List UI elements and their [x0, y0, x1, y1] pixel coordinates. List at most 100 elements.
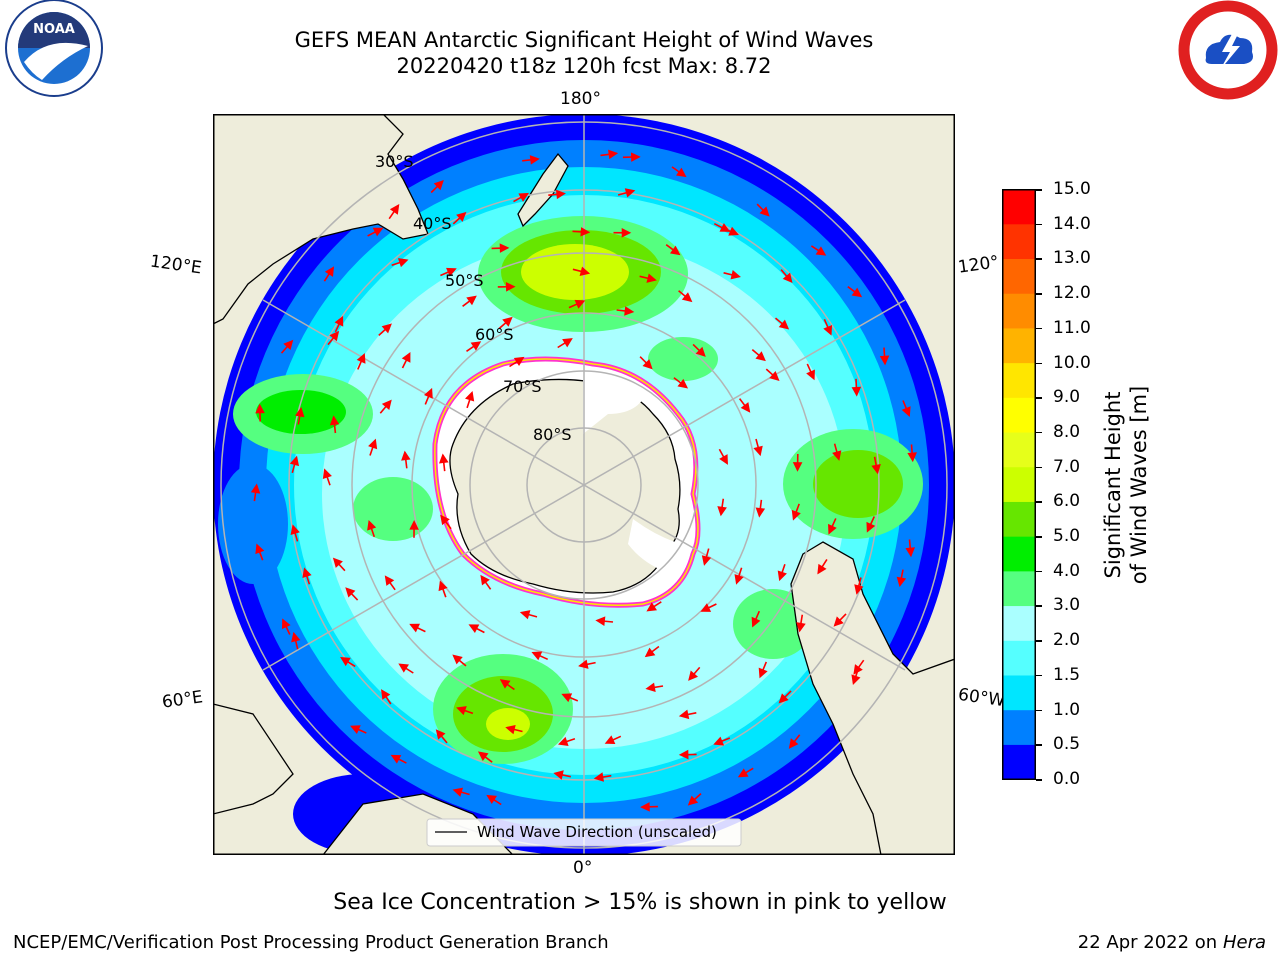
- wave-arrow-head: [499, 243, 510, 253]
- colorbar-tick: [1036, 293, 1042, 295]
- colorbar-band: [1003, 605, 1035, 641]
- wave-arrow-head: [734, 574, 744, 585]
- colorbar-band: [1003, 536, 1035, 572]
- wave-arrow-head: [791, 509, 801, 521]
- colorbar-tick: [1036, 709, 1042, 712]
- wave-arrow-head: [470, 341, 482, 351]
- wave-arrow-head: [555, 189, 566, 200]
- colorbar-tick: [1036, 327, 1042, 330]
- colorbar-tick-label: 14.0: [1053, 213, 1091, 234]
- colorbar-band: [1003, 709, 1035, 745]
- colorbar-tick-label: 2.0: [1053, 630, 1081, 651]
- colorbar-label: Significant Height of Wind Waves [m]: [1101, 385, 1151, 585]
- wave-arrow-head: [578, 659, 589, 669]
- colorbar-band: [1003, 744, 1035, 780]
- wave-arrow-head: [456, 211, 467, 222]
- wave-arrow-head: [368, 438, 378, 450]
- legend-text: Wind Wave Direction (unscaled): [477, 823, 717, 841]
- colorbar-tick: [1036, 258, 1042, 260]
- colorbar-tick: [1036, 362, 1042, 365]
- colorbar-tick: [1036, 640, 1042, 642]
- wave-arrow-head: [356, 353, 366, 364]
- wave-arrow-head: [480, 574, 490, 586]
- wave-arrow-head: [329, 415, 340, 426]
- colorbar-band: [1003, 258, 1035, 294]
- colorbar-tick-label: 1.5: [1053, 664, 1081, 685]
- wave-arrow-head: [755, 507, 766, 518]
- lat-label-30: 30°S: [375, 152, 414, 171]
- colorbar-tick-label: 0.0: [1053, 769, 1081, 789]
- colorbar-band: [1003, 466, 1035, 502]
- wave-arrow-head: [384, 575, 395, 586]
- wave-arrow-head: [644, 647, 656, 658]
- wave-arrow-head: [452, 654, 463, 665]
- wave-arrow-head: [255, 543, 265, 555]
- colorbar-tick-label: 13.0: [1053, 248, 1091, 269]
- lon-label-180: 180°: [560, 89, 601, 109]
- wave-arrow-head: [486, 794, 497, 805]
- wave-arrow-head: [866, 521, 876, 533]
- colorbar-band: [1003, 397, 1035, 433]
- footer-machine: Hera: [1222, 932, 1266, 953]
- wave-arrow-head: [678, 709, 690, 720]
- wave-arrow-head: [817, 563, 827, 575]
- colorbar-band: [1003, 570, 1035, 607]
- footer-date-text: 22 Apr 2022 on: [1077, 932, 1218, 953]
- wave-arrow-head: [851, 287, 863, 298]
- wave-arrow-head: [758, 667, 768, 679]
- wave-arrow-head: [815, 246, 827, 256]
- wave-arrow-head: [740, 402, 751, 413]
- colorbar-tick: [1036, 466, 1042, 469]
- wave-arrow-head: [562, 338, 573, 348]
- colorbar-tick-label: 11.0: [1053, 317, 1091, 338]
- wave-arrow-head: [717, 506, 727, 517]
- wave-arrow-head: [531, 651, 543, 661]
- colorbar-tick: [1036, 189, 1042, 191]
- lat-label-40: 40°S: [413, 214, 452, 233]
- legend-box: [426, 818, 742, 847]
- lon-label-60w: 60°W: [956, 684, 1007, 712]
- wave-arrow-head: [381, 323, 392, 334]
- colorbar-tick: [1036, 674, 1042, 677]
- wave-arrow-head: [713, 736, 725, 746]
- colorbar-band: [1003, 293, 1035, 329]
- wave-arrow-head: [466, 295, 477, 306]
- wave-arrow-head: [823, 324, 833, 336]
- map-frame: [213, 114, 955, 855]
- wave-arrow-head: [334, 315, 344, 327]
- lat-label-60: 60°S: [475, 325, 514, 344]
- wave-arrow-head: [409, 520, 419, 530]
- wave-arrow-head: [621, 228, 632, 238]
- colorbar-tick-label: 1.0: [1053, 699, 1081, 720]
- title-line-2: 20220420 t18z 120h fcst Max: 8.72: [396, 54, 772, 78]
- wave-arrow-head: [854, 584, 864, 595]
- wave-arrow-head: [676, 167, 687, 178]
- wave-arrow-head: [901, 406, 911, 417]
- wave-arrow-head: [806, 369, 815, 381]
- south-america: [790, 541, 955, 855]
- colorbar-tick: [1036, 779, 1042, 781]
- wave-arrow-head: [397, 258, 409, 268]
- wave-arrow-head: [645, 682, 656, 693]
- wave-arrow-head: [465, 391, 475, 402]
- wave-arrow-head: [345, 587, 356, 598]
- wave-arrow-head: [302, 567, 312, 578]
- wave-arrow-head: [624, 306, 635, 316]
- wave-arrow-head: [499, 679, 511, 689]
- wave-arrow-head: [796, 622, 806, 633]
- wave-arrow-head: [624, 188, 636, 198]
- wave-arrow-head: [468, 624, 480, 634]
- polar-map: Wind Wave Direction (unscaled) 30°S 40°S…: [213, 114, 955, 855]
- wave-arrow-head: [828, 523, 837, 535]
- colorbar-band: [1003, 327, 1035, 364]
- lat-label-70: 70°S: [503, 377, 542, 396]
- wave-arrow-head: [255, 403, 265, 414]
- wave-arrow-head: [505, 282, 516, 292]
- wave-arrow-head: [438, 453, 449, 464]
- colorbar: [1002, 189, 1036, 780]
- colorbar-tick-label: 12.0: [1053, 283, 1091, 304]
- wave-arrow-head: [401, 352, 411, 363]
- wave-arrow-head: [389, 204, 400, 215]
- wave-arrow-head: [688, 670, 698, 681]
- lon-label-0: 0°: [573, 858, 593, 878]
